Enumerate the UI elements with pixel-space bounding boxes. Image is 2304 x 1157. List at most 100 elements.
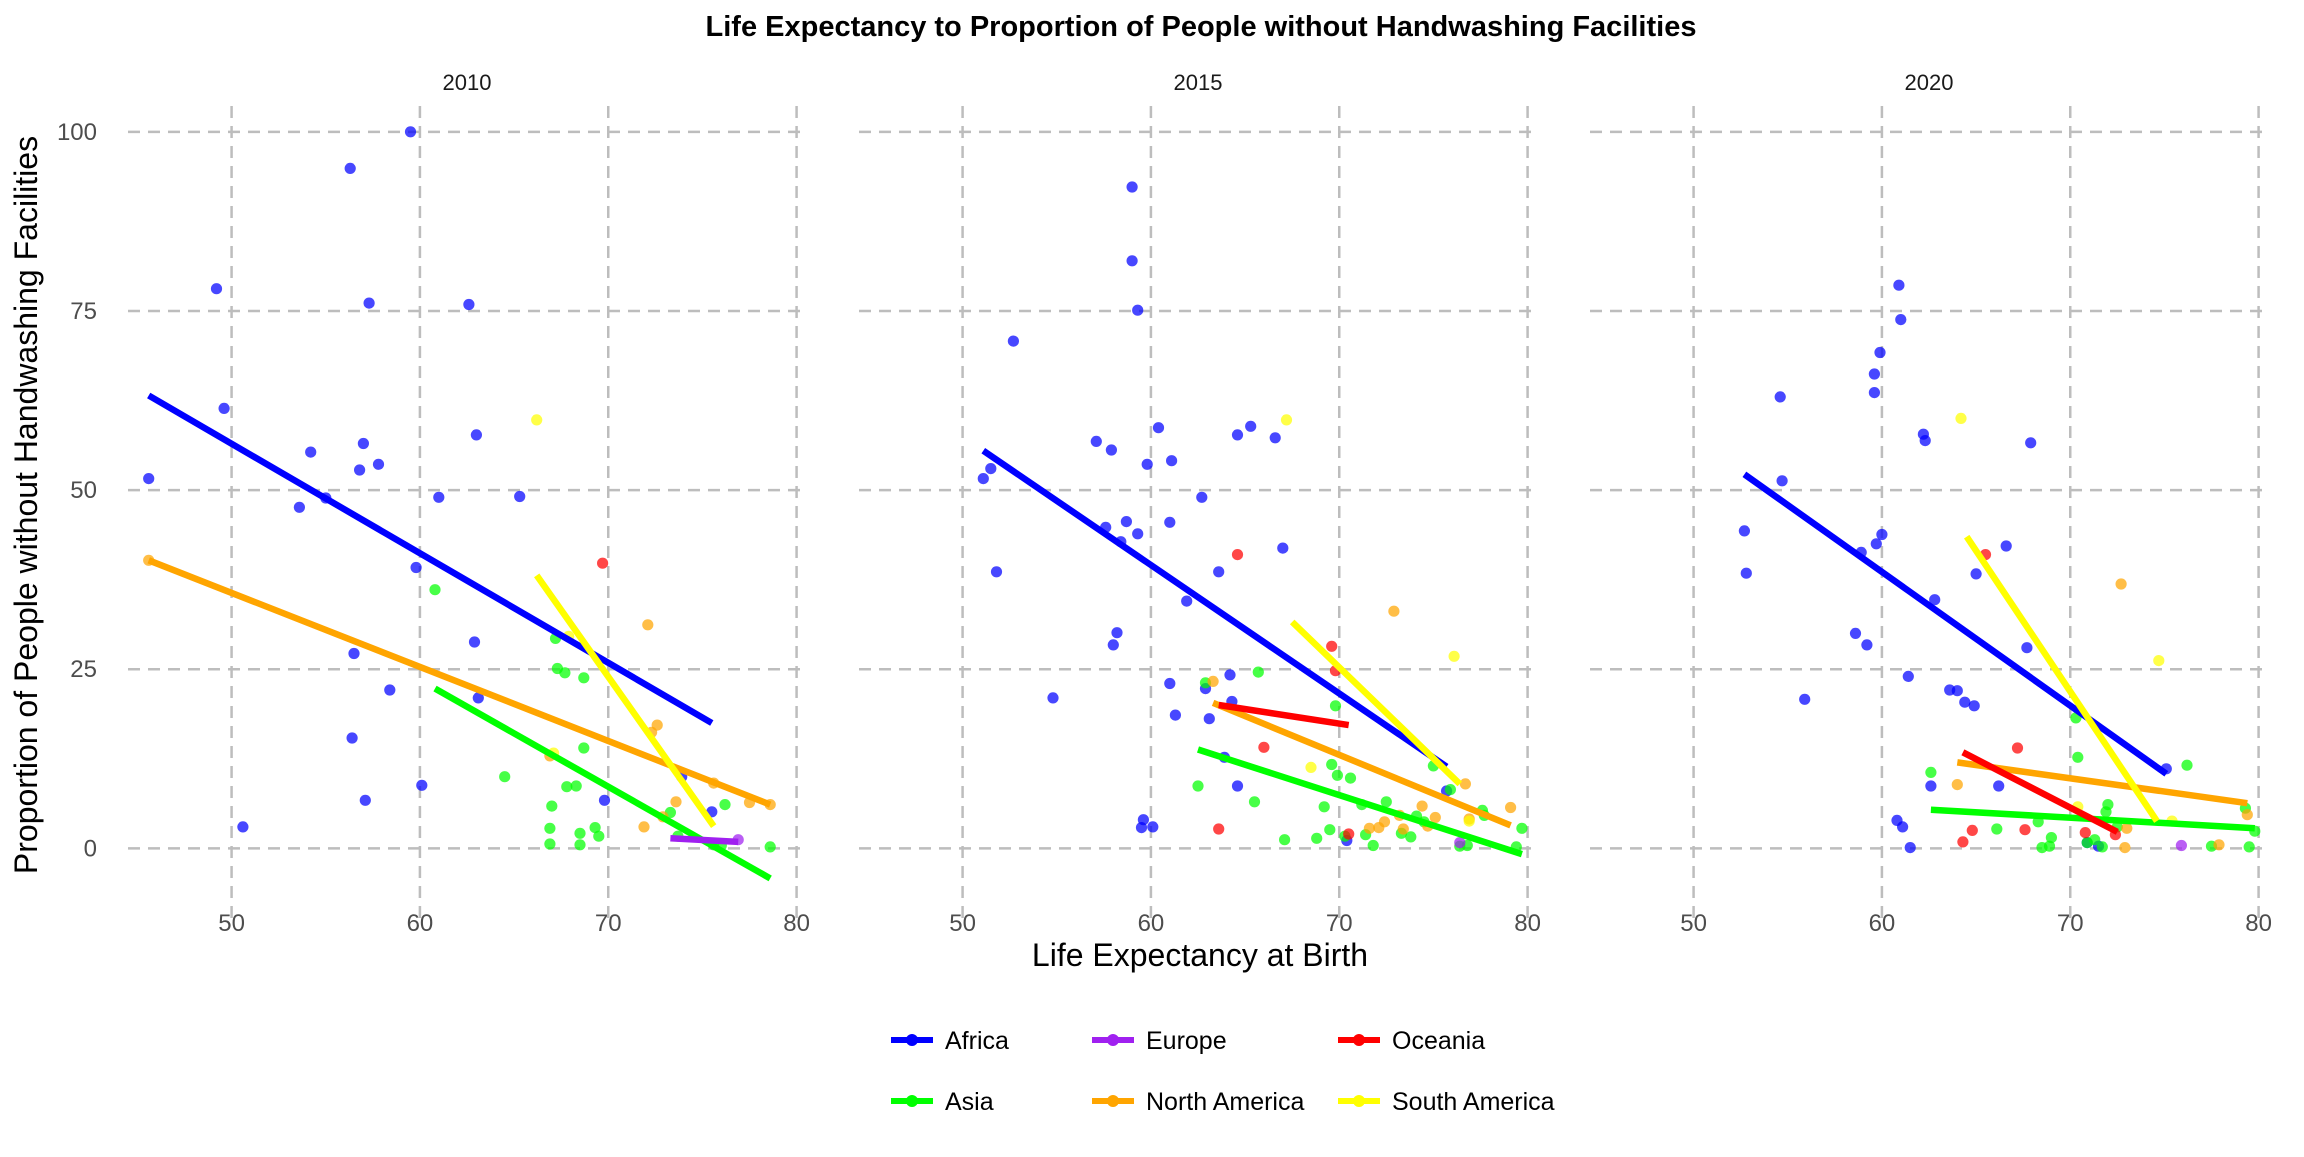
x-tick-label: 70 <box>2057 910 2084 937</box>
point-asia <box>2045 832 2057 844</box>
point-africa <box>1107 639 1119 651</box>
point-north-america <box>651 719 663 731</box>
point-africa <box>2021 642 2033 654</box>
point-africa <box>1959 696 1971 708</box>
point-africa <box>1925 780 1937 792</box>
point-asia <box>2102 799 2114 811</box>
point-africa <box>1141 458 1153 470</box>
point-asia <box>546 800 558 812</box>
point-africa <box>1861 639 1873 651</box>
point-asia <box>1331 769 1343 781</box>
y-axis-label: Proportion of People without Handwashing… <box>8 136 44 874</box>
point-south-america <box>1305 761 1317 774</box>
point-north-america <box>2241 809 2253 821</box>
point-africa <box>359 794 371 806</box>
point-asia <box>2043 840 2056 852</box>
point-africa <box>348 647 360 660</box>
point-africa <box>1152 422 1165 434</box>
point-north-america <box>2115 578 2127 590</box>
point-africa <box>1849 627 1862 640</box>
x-tick-label: 50 <box>949 910 976 937</box>
point-africa <box>2025 437 2037 449</box>
point-asia <box>544 838 556 850</box>
trend-line-oceania <box>1218 701 1350 729</box>
x-tick-label: 80 <box>783 910 810 937</box>
point-asia <box>1318 801 1330 813</box>
point-africa <box>468 636 481 648</box>
legend-key-point <box>1107 1095 1119 1107</box>
legend-item-oceania: Oceania <box>1338 1027 1485 1055</box>
point-asia <box>1444 784 1456 796</box>
point-africa <box>1893 279 1905 291</box>
legend-key-point <box>1107 1034 1119 1046</box>
point-africa <box>598 794 611 806</box>
point-africa <box>1231 780 1244 792</box>
point-asia <box>589 822 601 834</box>
point-africa <box>372 458 385 470</box>
point-asia <box>561 781 573 793</box>
point-africa <box>1169 709 1181 721</box>
point-asia <box>1192 780 1204 792</box>
point-africa <box>1126 255 1138 267</box>
point-south-america <box>1463 815 1475 827</box>
y-tick-label: 100 <box>57 119 97 146</box>
point-africa <box>1868 387 1880 399</box>
point-africa <box>344 162 356 174</box>
point-asia <box>1405 831 1417 843</box>
point-africa <box>1277 542 1289 554</box>
point-asia <box>544 822 556 834</box>
point-asia <box>764 841 776 853</box>
point-africa <box>1776 475 1788 487</box>
point-africa <box>1147 821 1159 833</box>
point-africa <box>1902 670 1914 683</box>
point-asia <box>2096 841 2108 853</box>
trend-line-north-america <box>147 557 772 808</box>
legend-item-asia: Asia <box>891 1088 994 1116</box>
point-africa <box>1213 566 1225 578</box>
point-africa <box>1245 420 1257 432</box>
point-africa <box>1740 567 1752 579</box>
point-oceania <box>2011 742 2024 754</box>
legend-label: Asia <box>945 1088 994 1116</box>
legend-key-point <box>906 1034 918 1046</box>
point-africa <box>1164 677 1176 690</box>
point-north-america <box>1397 823 1409 835</box>
legend-item-africa: Africa <box>891 1027 1009 1055</box>
point-africa <box>218 402 230 414</box>
trend-line-north-america <box>1956 759 2248 807</box>
point-africa <box>1111 627 1123 639</box>
facet-label-2020: 2020 <box>1905 70 1954 95</box>
legend-label: Europe <box>1146 1027 1227 1055</box>
point-africa <box>463 298 475 311</box>
point-oceania <box>1231 549 1244 561</box>
point-north-america <box>1363 822 1375 834</box>
point-africa <box>1181 595 1193 607</box>
x-tick-label: 50 <box>1680 910 1707 937</box>
point-africa <box>357 437 369 450</box>
x-tick-label: 80 <box>2245 910 2272 937</box>
point-north-america <box>2213 839 2225 851</box>
point-asia <box>1248 796 1261 808</box>
y-tick-label: 0 <box>84 835 97 862</box>
trend-line-north-america <box>1211 699 1512 829</box>
x-tick-label: 60 <box>407 910 434 937</box>
point-north-america <box>642 619 654 631</box>
point-africa <box>1774 391 1786 403</box>
x-tick-label: 60 <box>1138 910 1165 937</box>
point-africa <box>1137 814 1149 826</box>
point-africa <box>210 283 223 295</box>
legend-label: Africa <box>945 1027 1009 1055</box>
point-africa <box>1970 568 1982 580</box>
point-north-america <box>1429 811 1441 824</box>
x-tick-label: 80 <box>1514 910 1541 937</box>
point-north-america <box>1459 778 1471 790</box>
point-asia <box>2072 751 2084 763</box>
facet-2015: 2015 50 60 70 80 <box>859 70 1541 937</box>
point-oceania <box>1326 640 1338 652</box>
point-africa <box>1269 432 1281 444</box>
point-asia <box>429 584 441 596</box>
point-africa <box>1868 368 1880 380</box>
point-south-america <box>1955 412 1967 424</box>
point-africa <box>1166 455 1178 467</box>
